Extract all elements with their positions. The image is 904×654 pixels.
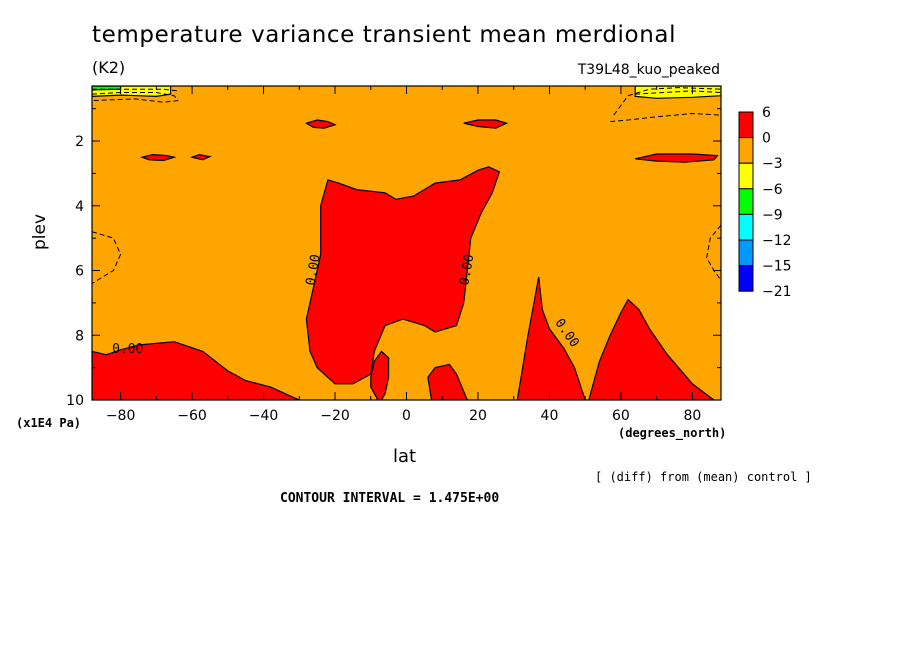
contour-label: 0.00 xyxy=(304,253,324,286)
y-tick-label: 6 xyxy=(75,264,84,280)
negative-contour-1 xyxy=(92,88,178,92)
colorbar-level-label: 6 xyxy=(762,105,771,121)
region-blob-250-1 xyxy=(139,153,177,162)
colorbar-level-label: −3 xyxy=(762,156,783,172)
colorbar-swatch xyxy=(738,239,754,267)
chart-title: temperature variance transient mean merd… xyxy=(92,22,677,48)
negative-contour-2 xyxy=(613,87,721,116)
run-label: T39L48_kuo_peaked xyxy=(577,62,720,78)
colorbar-swatch xyxy=(738,188,754,215)
x-axis-label: lat xyxy=(393,446,417,467)
region-blob-upper-2 xyxy=(463,119,509,129)
x-tick-label: 20 xyxy=(469,408,487,424)
contour-label: 0.00 xyxy=(457,253,477,286)
colorbar-swatch xyxy=(738,111,754,139)
colorbar-swatch xyxy=(738,137,754,164)
contour-interval: CONTOUR INTERVAL = 1.475E+00 xyxy=(280,491,500,506)
region-positive-low-mid xyxy=(427,363,468,400)
x-axis-units: (degrees_north) xyxy=(618,426,727,440)
region-positive-low-south xyxy=(370,350,390,400)
negative-contour-3 xyxy=(610,112,721,123)
x-tick-label: −60 xyxy=(177,408,207,424)
x-tick-label: 40 xyxy=(541,408,559,424)
colorbar-level-label: −6 xyxy=(762,182,783,198)
x-tick-label: 0 xyxy=(402,408,411,424)
y-tick-label: 8 xyxy=(75,328,84,344)
colorbar-swatch xyxy=(738,265,754,292)
x-tick-label: 60 xyxy=(612,408,630,424)
colorbar-level-label: −12 xyxy=(762,233,792,249)
negative-contour-6 xyxy=(706,224,721,281)
region-positive-tropical-column xyxy=(305,166,501,385)
colorbar-swatch xyxy=(738,213,754,241)
region-blob-250-3 xyxy=(635,153,719,163)
x-tick-label: −20 xyxy=(320,408,350,424)
colorbar-level-label: −21 xyxy=(762,284,792,300)
region-positive-south-surface xyxy=(92,341,300,400)
colorbar-level-label: 0 xyxy=(762,131,771,147)
x-tick-label: −40 xyxy=(249,408,279,424)
x-tick-label: −80 xyxy=(106,408,136,424)
colorbar-level-label: −15 xyxy=(762,259,792,275)
region-positive-60n xyxy=(588,298,715,400)
y-tick-label: 4 xyxy=(75,199,84,215)
negative-contour-4 xyxy=(635,90,721,95)
region-blob-upper-1 xyxy=(304,119,337,129)
negative-contour-5 xyxy=(92,231,122,284)
diff-note: [ (diff) from (mean) control ] xyxy=(595,470,812,484)
y-tick-label: 10 xyxy=(66,393,84,409)
chart-units: (K2) xyxy=(92,58,126,77)
region-positive-spike-40 xyxy=(516,276,586,400)
region-blob-250-2 xyxy=(190,153,212,161)
y-axis-units: (x1E4 Pa) xyxy=(16,416,82,430)
field-regions xyxy=(92,86,721,400)
negative-contour-0 xyxy=(92,92,179,103)
x-tick-label: 80 xyxy=(683,408,701,424)
colorbar-level-label: −9 xyxy=(762,207,783,223)
contour-label: 0.00 xyxy=(112,342,143,357)
y-tick-label: 2 xyxy=(75,134,84,150)
colorbar-swatch xyxy=(738,162,754,190)
